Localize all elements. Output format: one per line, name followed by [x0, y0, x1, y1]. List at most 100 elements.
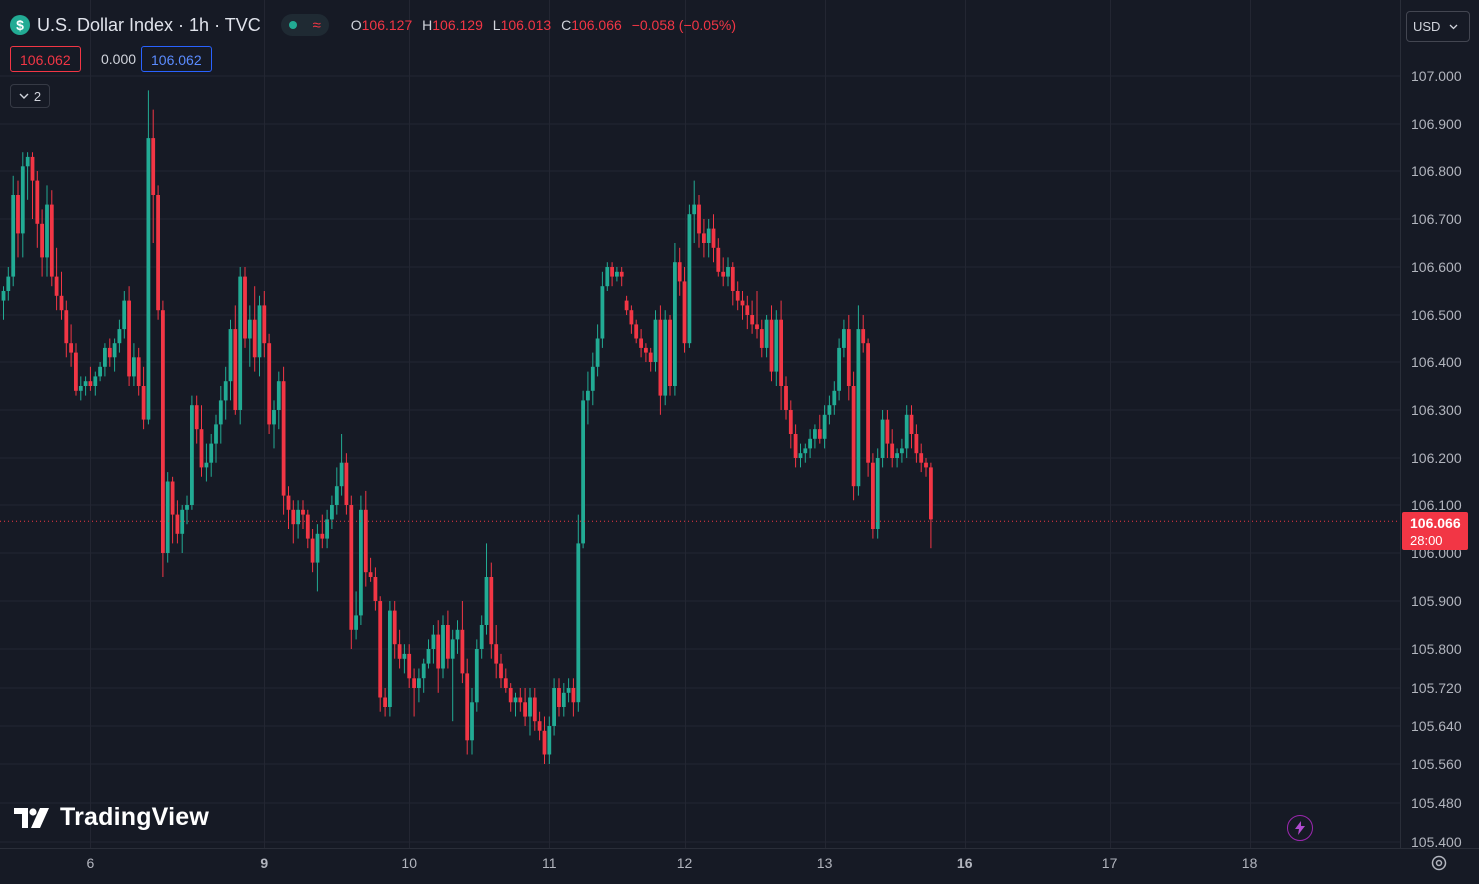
candle[interactable] [788, 400, 793, 449]
candle[interactable] [513, 692, 518, 717]
candle[interactable] [74, 343, 78, 396]
lightning-icon[interactable] [1287, 815, 1313, 841]
candle[interactable] [470, 688, 474, 755]
candle[interactable] [658, 305, 663, 415]
candle[interactable] [136, 347, 141, 396]
candle[interactable] [846, 315, 851, 401]
candle[interactable] [49, 190, 54, 287]
candle[interactable] [842, 319, 846, 358]
candle[interactable] [325, 509, 329, 549]
candle[interactable] [320, 514, 325, 549]
candle[interactable] [392, 601, 397, 659]
candle[interactable] [914, 424, 919, 463]
candle[interactable] [281, 366, 286, 515]
candle[interactable] [682, 267, 687, 353]
candle[interactable] [446, 610, 450, 669]
candle[interactable] [832, 381, 837, 415]
candle[interactable] [673, 243, 677, 396]
candle[interactable] [465, 658, 470, 755]
candle[interactable] [547, 716, 552, 765]
candle[interactable] [354, 591, 358, 640]
candle[interactable] [199, 405, 204, 477]
candle[interactable] [93, 371, 98, 396]
candle[interactable] [286, 486, 291, 529]
candle[interactable] [412, 668, 416, 717]
candle[interactable] [479, 615, 484, 659]
candle[interactable] [900, 438, 904, 463]
candle[interactable] [745, 295, 750, 330]
candle[interactable] [276, 371, 281, 430]
candle[interactable] [716, 238, 721, 277]
candle[interactable] [484, 543, 489, 635]
candle[interactable] [759, 319, 764, 358]
candle[interactable] [78, 376, 83, 401]
candle[interactable] [586, 371, 590, 425]
candle[interactable] [904, 405, 909, 458]
candle[interactable] [388, 601, 392, 717]
candle[interactable] [40, 209, 44, 277]
candle[interactable] [83, 376, 88, 396]
candle[interactable] [552, 678, 556, 736]
candle[interactable] [301, 500, 305, 529]
candle[interactable] [165, 472, 170, 563]
candle[interactable] [122, 291, 127, 339]
candle[interactable] [247, 305, 252, 367]
candle[interactable] [194, 395, 199, 444]
candle[interactable] [30, 152, 35, 219]
candle[interactable] [779, 300, 783, 410]
price-axis[interactable]: 105.400 105.480 105.560 105.640 105.720 105.8… [1411, 68, 1462, 850]
candle[interactable] [359, 495, 363, 625]
candle[interactable] [407, 644, 412, 688]
candle[interactable] [117, 319, 122, 353]
candle[interactable] [581, 390, 585, 549]
candle[interactable] [315, 524, 320, 592]
candle[interactable] [257, 295, 262, 377]
candle[interactable] [305, 509, 310, 549]
candle[interactable] [431, 625, 436, 664]
candle[interactable] [45, 185, 49, 277]
candle[interactable] [363, 490, 368, 587]
candle[interactable] [895, 448, 899, 468]
candle[interactable] [880, 410, 885, 468]
candle[interactable] [35, 171, 40, 248]
market-status[interactable]: ≈ [280, 14, 329, 36]
candle[interactable] [54, 247, 59, 311]
candle[interactable] [668, 315, 672, 396]
candle[interactable] [817, 414, 822, 444]
candle[interactable] [185, 495, 189, 525]
candle[interactable] [103, 343, 107, 377]
candle[interactable] [421, 658, 426, 693]
candle[interactable] [132, 343, 136, 386]
candle[interactable] [499, 653, 503, 688]
candle[interactable] [726, 257, 730, 287]
candle[interactable] [605, 262, 610, 291]
candle[interactable] [64, 300, 69, 358]
candle[interactable] [339, 434, 344, 496]
candle[interactable] [827, 395, 832, 425]
candle[interactable] [624, 295, 629, 315]
candle[interactable] [151, 109, 156, 243]
candle[interactable] [750, 300, 755, 334]
candle[interactable] [455, 620, 460, 654]
candle[interactable] [238, 267, 243, 425]
candle[interactable] [262, 291, 267, 358]
settings-icon[interactable] [1428, 852, 1450, 874]
candle[interactable] [16, 180, 20, 258]
candle[interactable] [721, 257, 726, 287]
candle[interactable] [209, 434, 214, 477]
candle[interactable] [769, 305, 774, 382]
candle[interactable] [803, 443, 808, 463]
candle[interactable] [296, 500, 300, 539]
candle[interactable] [107, 338, 112, 367]
candle[interactable] [919, 443, 924, 473]
candle[interactable] [866, 338, 870, 477]
candle[interactable] [417, 668, 421, 703]
candle[interactable] [663, 310, 668, 406]
candle[interactable] [822, 405, 827, 449]
candle[interactable] [494, 625, 499, 679]
candle[interactable] [228, 319, 233, 401]
candle[interactable] [503, 668, 508, 693]
indicators-toggle-button[interactable]: 2 [10, 84, 50, 108]
candle[interactable] [141, 366, 146, 430]
candles-layer[interactable] [1, 90, 933, 765]
